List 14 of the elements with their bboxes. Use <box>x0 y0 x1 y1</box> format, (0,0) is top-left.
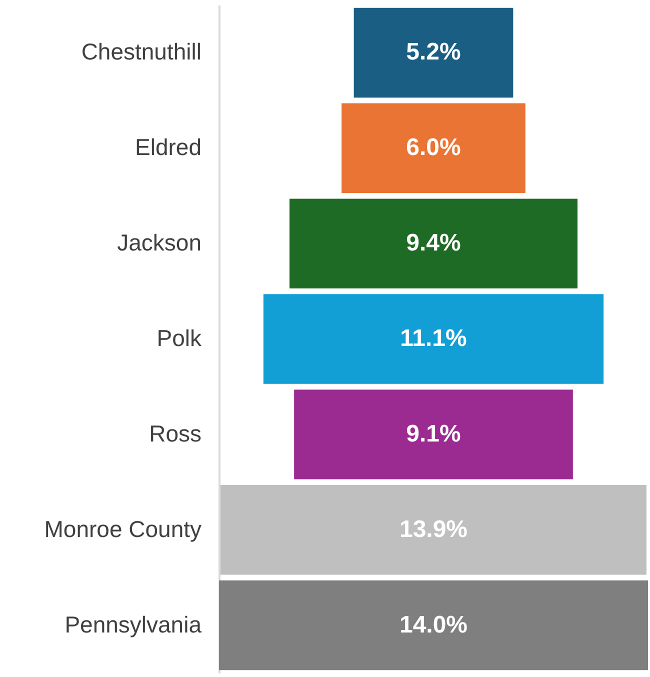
data-label: 14.0% <box>399 611 468 638</box>
data-label: 6.0% <box>406 134 461 162</box>
data-label: 5.2% <box>406 38 461 66</box>
data-label: 13.9% <box>399 516 468 543</box>
data-label: 9.1% <box>406 420 461 448</box>
data-label: 11.1% <box>400 325 467 352</box>
category-label: Polk <box>156 325 202 351</box>
category-label: Eldred <box>135 134 202 160</box>
category-label: Jackson <box>117 230 202 256</box>
category-label: Monroe County <box>44 516 202 542</box>
category-label: Pennsylvania <box>64 611 202 638</box>
data-label: 9.4% <box>406 230 461 257</box>
category-label: Chestnuthill <box>81 38 202 65</box>
category-label: Ross <box>149 420 202 446</box>
